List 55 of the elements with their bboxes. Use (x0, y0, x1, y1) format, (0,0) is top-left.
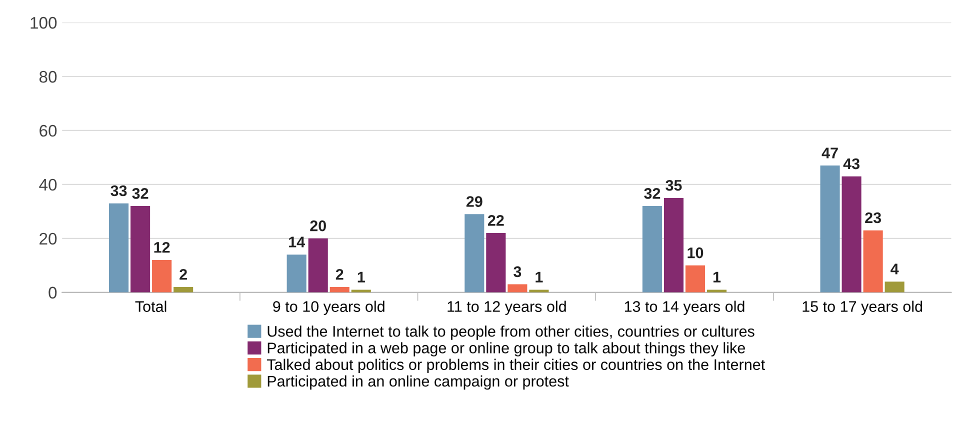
bar (464, 214, 484, 292)
data-label: 1 (536, 272, 543, 282)
data-label: 10 (688, 247, 704, 258)
bar (842, 176, 862, 292)
y-tick-label: 80 (39, 70, 57, 83)
bar (508, 284, 528, 292)
bar (152, 260, 172, 292)
bar (820, 166, 840, 292)
bar (664, 198, 684, 292)
bar (706, 290, 727, 292)
bar (286, 254, 306, 292)
data-label: 14 (289, 236, 306, 248)
data-label: 32 (132, 188, 148, 199)
bar (108, 203, 129, 292)
data-label: 32 (644, 188, 660, 199)
data-label: 2 (180, 268, 187, 280)
data-label: 20 (310, 220, 326, 232)
data-label: 1 (713, 272, 721, 282)
data-label: 43 (843, 158, 860, 170)
legend-label: Participated in an online campaign or protest (268, 375, 569, 390)
data-label: 35 (666, 180, 682, 191)
bar (308, 238, 328, 292)
data-label: 23 (865, 212, 882, 224)
bar (529, 290, 549, 292)
bar (642, 206, 662, 292)
x-tick-label: 13 to 14 years old (624, 300, 744, 315)
data-label: 12 (154, 242, 170, 253)
data-label: 4 (890, 264, 899, 274)
y-tick-label: 100 (30, 16, 57, 29)
data-label: 1 (358, 272, 365, 282)
legend-label: Participated in a web page or online group to talk about things they like (268, 342, 745, 356)
legend-label: Talked about politics or problems in their cities or countries on the Internet (266, 358, 765, 374)
x-tick-label: 11 to 12 years old (448, 300, 566, 315)
bar (174, 287, 194, 292)
bar (130, 206, 150, 292)
data-label: 2 (336, 268, 344, 280)
x-tick-label: Total (135, 300, 166, 312)
bar (351, 290, 371, 292)
bar (486, 233, 506, 292)
data-label: 33 (110, 185, 127, 196)
y-tick-label: 20 (40, 232, 57, 245)
data-label: 3 (514, 266, 522, 278)
x-tick-label: 15 to 17 years old (802, 300, 922, 315)
data-label: 47 (822, 148, 838, 158)
x-tick-label: 9 to 10 years old (273, 300, 384, 315)
bar (884, 282, 904, 292)
y-tick-label: 60 (40, 124, 57, 137)
data-label: 29 (466, 196, 482, 207)
bar (330, 287, 350, 292)
data-label: 22 (488, 215, 504, 226)
bar (863, 230, 883, 292)
bar (685, 265, 706, 292)
y-tick-label: 40 (39, 178, 57, 191)
y-tick-label: 0 (48, 286, 57, 299)
legend-label: Used the Internet to talk to people from other cities, countries or cultures (268, 326, 754, 340)
